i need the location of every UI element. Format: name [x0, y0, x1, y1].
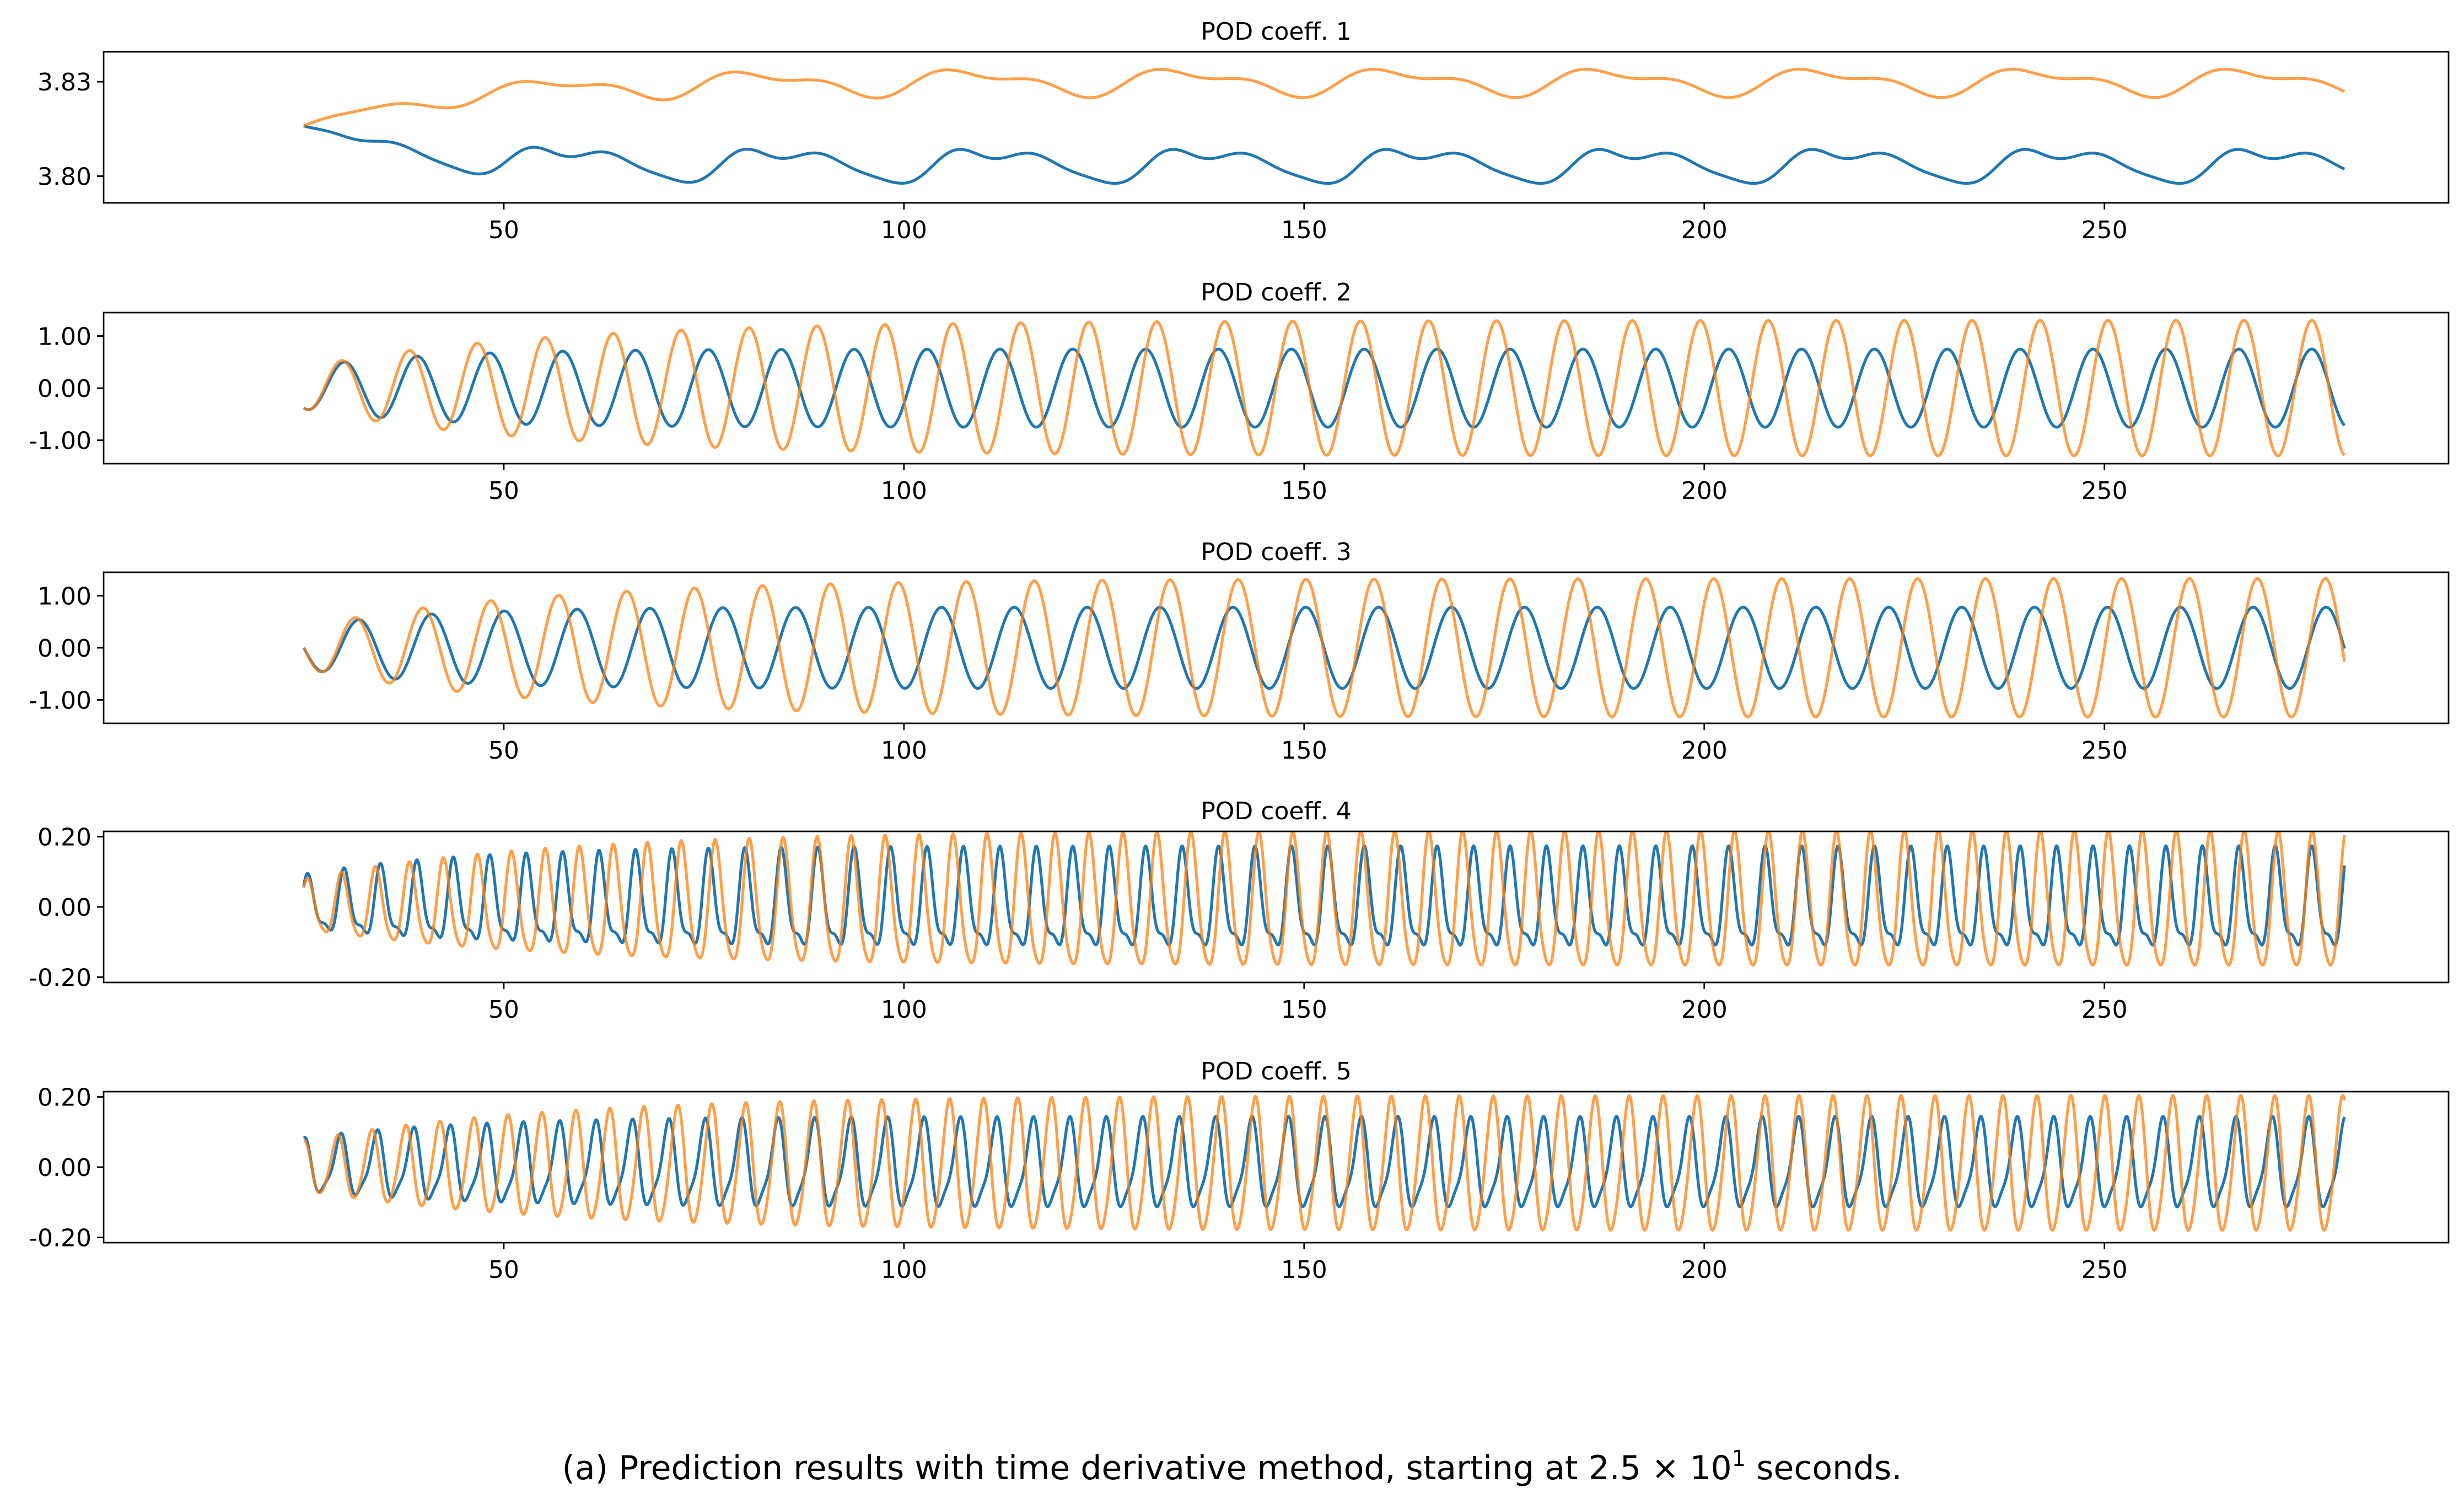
- subplot-title: POD coeff. 5: [1201, 1057, 1352, 1086]
- x-tick-label: 100: [881, 996, 927, 1024]
- subplot-1: POD coeff. 1 50 100 150 200 250 3.80 3.83: [37, 18, 2450, 244]
- series-line-1: [303, 1115, 2346, 1208]
- y-tick-label: 3.83: [37, 68, 92, 96]
- x-tick-label: 250: [2081, 1256, 2128, 1284]
- x-tick-label: 50: [488, 477, 519, 505]
- x-tick-label: 50: [488, 1256, 519, 1284]
- subplot-title: POD coeff. 2: [1201, 278, 1352, 307]
- series-line-1: [303, 347, 2346, 429]
- subplot-3: POD coeff. 3 50 100 150 200 250 -1.00 0.00 1.00: [29, 538, 2450, 765]
- subplot-title: POD coeff. 1: [1201, 18, 1352, 46]
- series-line-2: [302, 831, 2346, 967]
- caption-text: (a) Prediction results with time derivat…: [562, 1449, 1732, 1487]
- axes-frame: [103, 571, 2450, 724]
- series-line-2: [303, 319, 2346, 458]
- x-tick-label: 200: [1681, 1256, 1728, 1284]
- y-tick-label: 0.20: [37, 1084, 92, 1112]
- x-tick-label: 200: [1681, 216, 1728, 244]
- y-tick-label: 3.80: [37, 163, 92, 191]
- y-tick-label: -1.00: [29, 427, 92, 455]
- y-tick-label: 1.00: [37, 323, 92, 351]
- series-line-1: [302, 844, 2346, 947]
- caption-exponent: 1: [1731, 1446, 1746, 1471]
- caption-tail: seconds.: [1746, 1449, 1902, 1487]
- x-tick-label: 100: [881, 477, 927, 505]
- x-tick-label: 50: [488, 216, 519, 244]
- series-line-1: [303, 124, 2345, 185]
- x-tick-label: 200: [1681, 477, 1728, 505]
- series-line-2: [303, 1094, 2346, 1232]
- series-line-2: [302, 577, 2346, 719]
- y-tick-label: -0.20: [29, 1224, 92, 1252]
- x-tick-label: 150: [1281, 477, 1327, 505]
- x-tick-label: 100: [881, 737, 927, 765]
- x-tick-label: 100: [881, 216, 927, 244]
- x-tick-label: 200: [1681, 996, 1728, 1024]
- subplot-2: POD coeff. 2 50 100 150 200 250 -1.00 0.00 1.00: [29, 278, 2450, 505]
- x-tick-label: 50: [488, 737, 519, 765]
- x-tick-label: 100: [881, 1256, 927, 1284]
- x-tick-label: 250: [2081, 216, 2128, 244]
- y-tick-label: -0.20: [29, 964, 92, 992]
- axes-frame: [103, 51, 2450, 204]
- subplot-5: POD coeff. 5 50 100 150 200 250 -0.20 0.00 0.20: [29, 1057, 2450, 1284]
- y-tick-label: 0.20: [37, 824, 92, 852]
- y-tick-label: 0.00: [37, 894, 92, 922]
- x-tick-label: 50: [488, 996, 519, 1024]
- subplot-title: POD coeff. 4: [1201, 797, 1352, 825]
- y-tick-label: 0.00: [37, 635, 92, 663]
- x-tick-label: 150: [1281, 737, 1327, 765]
- y-tick-label: 0.00: [37, 375, 92, 403]
- x-tick-label: 150: [1281, 216, 1327, 244]
- x-tick-label: 200: [1681, 737, 1728, 765]
- x-tick-label: 250: [2081, 996, 2128, 1024]
- subplot-title: POD coeff. 3: [1201, 538, 1352, 566]
- x-tick-label: 150: [1281, 996, 1327, 1024]
- y-tick-label: 0.00: [37, 1154, 92, 1182]
- x-tick-label: 250: [2081, 477, 2128, 505]
- y-tick-label: -1.00: [29, 686, 92, 715]
- figure-caption: (a) Prediction results with time derivat…: [0, 1443, 2464, 1493]
- subplot-4: POD coeff. 4 50 100 150 200 250 -0.20 0.00 0.20: [29, 797, 2450, 1024]
- x-tick-label: 250: [2081, 737, 2128, 765]
- y-tick-label: 1.00: [37, 583, 92, 611]
- series-line-2: [303, 68, 2345, 127]
- x-tick-label: 150: [1281, 1256, 1327, 1284]
